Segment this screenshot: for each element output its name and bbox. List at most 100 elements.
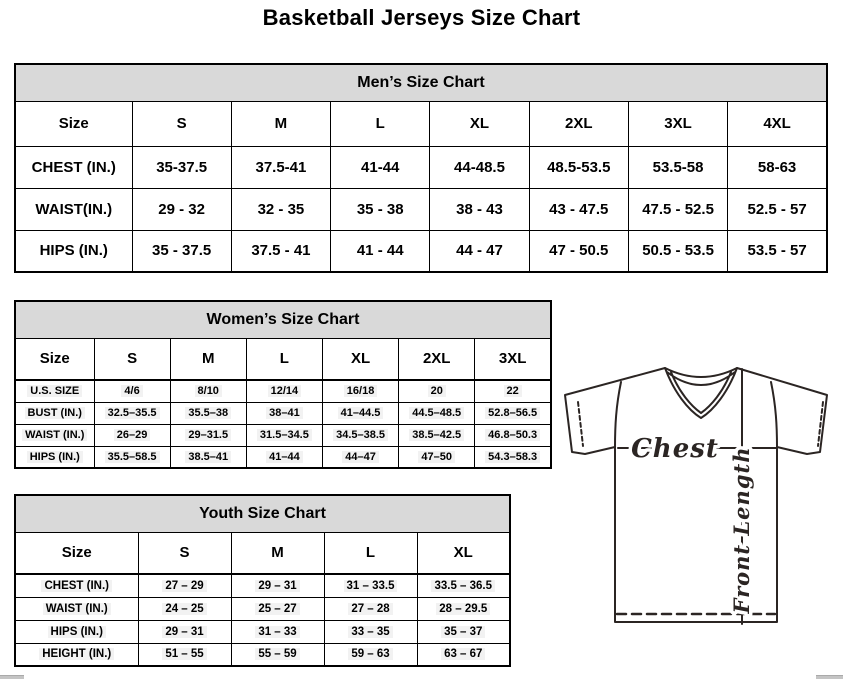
- womens-table-title: Women’s Size Chart: [14, 300, 552, 339]
- column-header: Size: [14, 100, 133, 147]
- table-row: U.S. SIZE 4/6 8/10 12/14 16/18 20 22: [14, 379, 552, 403]
- cell: 33 – 35: [323, 619, 418, 644]
- cell: 31 – 33.5: [323, 573, 418, 598]
- header-row: Size S M L XL 2XL 3XL 4XL: [14, 100, 828, 147]
- cell: 12/14: [245, 379, 323, 403]
- armhole-seam-right: [770, 381, 778, 448]
- column-header: 2XL: [528, 100, 629, 147]
- cell: 43 - 47.5: [528, 187, 629, 231]
- column-header: M: [169, 337, 247, 381]
- cell: 4/6: [93, 379, 171, 403]
- cell: 29 - 32: [131, 187, 232, 231]
- cell: 58-63: [727, 145, 828, 189]
- cell: 29 – 31: [230, 573, 325, 598]
- cell: 16/18: [321, 379, 400, 403]
- cell: 48.5-53.5: [528, 145, 629, 189]
- cell: 37.5-41: [230, 145, 332, 189]
- row-label: HIPS (IN.): [14, 619, 139, 644]
- table-row: CHEST (IN.) 27 – 29 29 – 31 31 – 33.5 33…: [14, 573, 511, 598]
- table-row: HEIGHT (IN.) 51 – 55 55 – 59 59 – 63 63 …: [14, 642, 511, 667]
- cell: 33.5 – 36.5: [416, 573, 511, 598]
- cell: 44.5–48.5: [398, 401, 476, 425]
- header-row: Size S M L XL 2XL 3XL: [14, 337, 552, 381]
- chest-label: Chest: [631, 434, 719, 464]
- column-header: L: [245, 337, 323, 381]
- mens-size-chart-table: Men’s Size Chart Size S M L XL 2XL 3XL 4…: [14, 63, 828, 273]
- row-label: WAIST (IN.): [14, 596, 139, 621]
- cell: 35 - 37.5: [131, 229, 232, 273]
- youth-size-chart-table: Youth Size Chart Size S M L XL CHEST (IN…: [14, 494, 511, 667]
- cell: 34.5–38.5: [321, 423, 400, 447]
- column-header: 3XL: [627, 100, 729, 147]
- cell: 38.5–41: [169, 445, 247, 469]
- column-header: Size: [14, 337, 95, 381]
- cell: 44-48.5: [429, 145, 530, 189]
- cell: 52.5 - 57: [727, 187, 828, 231]
- cell: 44 - 47: [429, 229, 530, 273]
- table-row: WAIST (IN.) 26–29 29–31.5 31.5–34.5 34.5…: [14, 423, 552, 447]
- youth-table-title: Youth Size Chart: [14, 494, 511, 533]
- table-row: HIPS (IN.) 29 – 31 31 – 33 33 – 35 35 – …: [14, 619, 511, 644]
- cell: 29 – 31: [137, 619, 232, 644]
- cell: 50.5 - 53.5: [627, 229, 729, 273]
- row-label: HIPS (IN.): [14, 229, 133, 273]
- cell: 27 – 29: [137, 573, 232, 598]
- cell: 52.8–56.5: [474, 401, 552, 425]
- cell: 29–31.5: [169, 423, 247, 447]
- cell: 38 - 43: [429, 187, 530, 231]
- cell: 41 - 44: [330, 229, 431, 273]
- cell: 35 - 38: [330, 187, 431, 231]
- horizontal-scrollbar-right-fragment[interactable]: [816, 675, 843, 679]
- cell: 27 – 28: [323, 596, 418, 621]
- sleeve-cuff-dashed-left: [577, 401, 584, 447]
- column-header: XL: [321, 337, 400, 381]
- row-label: CHEST (IN.): [14, 145, 133, 189]
- jersey-collar: [664, 367, 738, 419]
- cell: 8/10: [169, 379, 247, 403]
- column-header: S: [93, 337, 171, 381]
- cell: 41-44: [330, 145, 431, 189]
- cell: 55 – 59: [230, 642, 325, 667]
- cell: 35.5–38: [169, 401, 247, 425]
- cell: 35.5–58.5: [93, 445, 171, 469]
- cell: 24 – 25: [137, 596, 232, 621]
- column-header: M: [230, 100, 332, 147]
- cell: 47–50: [398, 445, 476, 469]
- cell: 47 - 50.5: [528, 229, 629, 273]
- table-title-row: Men’s Size Chart: [14, 63, 828, 102]
- table-title-row: Women’s Size Chart: [14, 300, 552, 339]
- horizontal-scrollbar-left-fragment[interactable]: [0, 675, 24, 679]
- row-label: U.S. SIZE: [14, 379, 95, 403]
- womens-size-chart-table: Women’s Size Chart Size S M L XL 2XL 3XL…: [14, 300, 552, 469]
- cell: 41–44.5: [321, 401, 400, 425]
- cell: 35-37.5: [131, 145, 232, 189]
- column-header: Size: [14, 531, 139, 575]
- cell: 46.8–50.3: [474, 423, 552, 447]
- jersey-outline: [564, 367, 828, 623]
- column-header: 4XL: [727, 100, 828, 147]
- table-row: CHEST (IN.) 35-37.5 37.5-41 41-44 44-48.…: [14, 145, 828, 189]
- cell: 26–29: [93, 423, 171, 447]
- page-title: Basketball Jerseys Size Chart: [262, 5, 581, 30]
- column-header: L: [323, 531, 418, 575]
- cell: 37.5 - 41: [230, 229, 332, 273]
- column-header: 2XL: [398, 337, 476, 381]
- table-title-row: Youth Size Chart: [14, 494, 511, 533]
- column-header: XL: [416, 531, 511, 575]
- cell: 63 – 67: [416, 642, 511, 667]
- cell: 28 – 29.5: [416, 596, 511, 621]
- cell: 53.5 - 57: [727, 229, 828, 273]
- jersey-diagram: Chest Front Length: [564, 367, 828, 625]
- column-header: S: [131, 100, 232, 147]
- cell: 54.3–58.3: [474, 445, 552, 469]
- row-label: BUST (IN.): [14, 401, 95, 425]
- column-header: 3XL: [474, 337, 552, 381]
- column-header: M: [230, 531, 325, 575]
- header-row: Size S M L XL: [14, 531, 511, 575]
- cell: 25 – 27: [230, 596, 325, 621]
- row-label: WAIST(IN.): [14, 187, 133, 231]
- cell: 22: [474, 379, 552, 403]
- cell: 41–44: [245, 445, 323, 469]
- cell: 38–41: [245, 401, 323, 425]
